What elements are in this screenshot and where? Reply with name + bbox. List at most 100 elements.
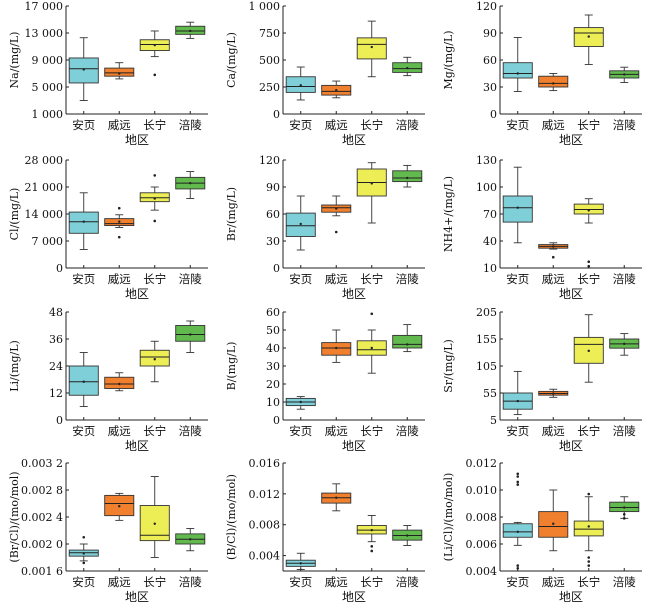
box-威远 — [104, 62, 135, 80]
mean-point — [82, 552, 85, 555]
y-tick-label: 5 — [490, 414, 497, 427]
box-安页 — [68, 535, 99, 565]
outlier-point — [587, 260, 591, 264]
mean-point — [623, 73, 626, 76]
y-tick-label: 5 000 — [32, 81, 64, 94]
x-tick-label: 涪陵 — [396, 575, 419, 589]
x-axis-label: 地区 — [559, 287, 583, 301]
y-axis-label: Br/(mg/L) — [225, 187, 238, 241]
y-tick-label: 24 — [49, 360, 63, 373]
y-tick-label: 20 — [266, 378, 280, 391]
box-威远 — [538, 242, 569, 259]
x-tick-label: 长宁 — [360, 424, 383, 438]
y-tick-label: 0.008 — [466, 511, 498, 524]
mean-point — [370, 45, 373, 49]
y-tick-label: 0 — [490, 108, 497, 121]
box-body — [392, 170, 423, 183]
y-tick-label: 0.004 — [466, 565, 498, 578]
x-tick-label: 威远 — [542, 272, 565, 286]
x-tick-label: 威远 — [325, 424, 348, 438]
x-tick-label: 威远 — [542, 118, 565, 132]
x-tick-label: 长宁 — [143, 575, 166, 589]
y-tick-label: 0 — [56, 262, 63, 275]
y-tick-label: 9 000 — [32, 54, 64, 67]
outlier-point — [516, 483, 520, 486]
mean-point — [623, 506, 626, 509]
x-tick-label: 安页 — [289, 272, 312, 286]
x-tick-label: 安页 — [506, 575, 529, 589]
y-tick-label: 120 — [476, 0, 497, 13]
x-tick-label: 威远 — [108, 575, 131, 589]
outlier-point — [82, 561, 86, 565]
y-axis-label: Na/(mg/L) — [8, 32, 21, 89]
mean-point — [118, 220, 121, 223]
x-tick-label: 威远 — [325, 272, 348, 286]
y-tick-label: 0.001 6 — [21, 565, 63, 578]
y-tick-label: 90 — [483, 27, 497, 40]
subplot-4: 0 7 000 14 000 21 000 28 000 Cl/(mg/L) 安页 威远 长宁涪… — [8, 154, 208, 301]
mean-point — [587, 35, 590, 38]
y-tick-label: 28 000 — [25, 154, 64, 167]
y-tick-label: 0 — [273, 414, 280, 427]
outlier-point — [153, 73, 157, 77]
box-威远 — [104, 372, 135, 392]
x-axis-label: 地区 — [559, 133, 583, 147]
x-tick-label: 威远 — [108, 118, 131, 132]
outlier-point — [587, 560, 591, 563]
subplot-11: 0.004 0.008 0.012 0.016 (B/Cl)/(mo/mol) 安页 威远长… — [225, 457, 425, 604]
x-axis-label: 地区 — [125, 133, 149, 147]
y-tick-label: 55 — [483, 387, 497, 400]
box-body — [502, 62, 533, 79]
y-tick-label: 205 — [476, 306, 497, 319]
x-tick-label: 威远 — [108, 424, 131, 438]
mean-point — [118, 382, 121, 386]
x-tick-label: 涪陵 — [179, 575, 202, 589]
mean-point — [189, 29, 192, 33]
mean-point — [335, 496, 338, 499]
y-tick-label: 0.002 8 — [21, 484, 63, 497]
mean-point — [335, 346, 338, 350]
x-axis-label: 地区 — [342, 439, 366, 453]
mean-point — [552, 82, 555, 85]
outlier-point — [334, 230, 338, 234]
mean-point — [552, 522, 555, 525]
outlier-point — [370, 312, 374, 316]
box-长宁 — [356, 162, 387, 224]
x-tick-label: 长宁 — [360, 575, 383, 589]
y-tick-label: 120 — [259, 154, 280, 167]
outlier-point — [516, 472, 520, 476]
y-tick-label: 750 — [259, 27, 280, 40]
mean-point — [335, 89, 338, 92]
y-tick-label: 130 — [476, 154, 497, 167]
mean-point — [516, 399, 519, 403]
x-tick-label: 安页 — [289, 575, 312, 589]
y-axis-label: Mg/(mg/L) — [442, 30, 455, 89]
x-axis-label: 地区 — [342, 590, 366, 604]
mean-point — [153, 197, 156, 200]
box-body — [104, 67, 135, 77]
mean-point — [189, 333, 192, 336]
box-body — [573, 520, 604, 537]
box-长宁 — [573, 314, 604, 383]
mean-point — [516, 206, 519, 209]
x-axis-label: 地区 — [125, 590, 149, 604]
y-tick-label: 100 — [476, 181, 497, 194]
y-tick-label: 13 000 — [25, 27, 64, 40]
outlier-point — [516, 475, 520, 478]
box-安页 — [285, 552, 316, 570]
y-tick-label: 14 000 — [25, 208, 64, 221]
mean-point — [406, 343, 409, 346]
box-长宁 — [573, 492, 604, 567]
y-tick-label: 0.002 4 — [21, 511, 63, 524]
y-tick-label: 17 000 — [25, 0, 64, 13]
x-tick-label: 安页 — [506, 272, 529, 286]
mean-point — [406, 534, 409, 537]
box-安页 — [68, 352, 99, 407]
y-tick-label: 0.008 — [249, 519, 281, 532]
box-涪陵 — [175, 320, 206, 353]
y-tick-label: 0.004 — [249, 550, 281, 563]
mean-point — [189, 181, 192, 185]
